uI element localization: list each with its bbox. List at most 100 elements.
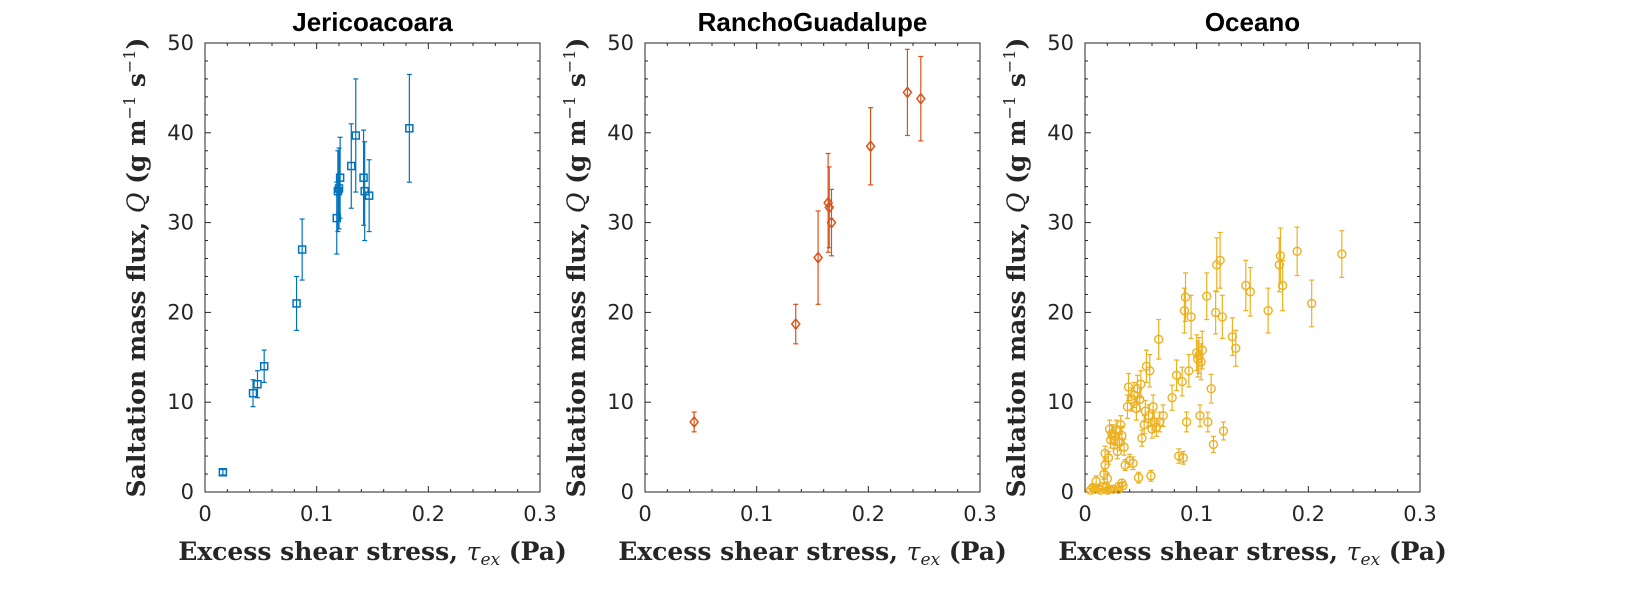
- data-point: [1181, 411, 1192, 433]
- data-point: [218, 467, 228, 477]
- circle-marker: [1180, 292, 1191, 302]
- data-point: [405, 73, 414, 183]
- data-point: [1263, 287, 1273, 334]
- y-axis-label: Saltation mass flux, Q (g m−1 s−1): [560, 38, 591, 498]
- square-marker: [253, 379, 262, 389]
- circle-marker: [1148, 401, 1158, 412]
- y-tick-label: 20: [1047, 300, 1074, 324]
- circle-marker: [1277, 280, 1288, 291]
- diamond-marker: [865, 140, 876, 153]
- y-tick-label: 30: [607, 211, 634, 235]
- panel-title: Jericoacoara: [292, 7, 453, 37]
- square-marker: [297, 245, 307, 254]
- circle-marker: [1196, 357, 1206, 367]
- data-point: [1177, 366, 1187, 397]
- data-point: [915, 55, 926, 142]
- data-point: [1136, 370, 1146, 399]
- y-tick-label: 50: [607, 31, 634, 55]
- circle-marker: [1184, 366, 1194, 376]
- diamond-marker: [826, 216, 837, 229]
- circle-marker: [1231, 343, 1241, 354]
- panel-title: Oceano: [1205, 7, 1300, 37]
- circle-marker: [1128, 458, 1138, 468]
- circle-marker: [1104, 484, 1115, 495]
- data-point: [1178, 450, 1188, 465]
- y-tick-label: 50: [1047, 31, 1074, 55]
- data-point: [1215, 231, 1225, 289]
- data-point: [1180, 272, 1191, 322]
- data-point: [359, 129, 368, 226]
- square-marker: [334, 184, 344, 193]
- data-point: [790, 303, 801, 345]
- square-marker: [347, 161, 356, 171]
- circle-marker: [1133, 472, 1144, 483]
- x-tick-label: 0: [1078, 502, 1091, 526]
- circle-marker: [1145, 366, 1155, 376]
- diamond-marker: [689, 415, 700, 429]
- data-point: [1206, 373, 1216, 404]
- data-point: [1153, 318, 1164, 360]
- data-point: [902, 48, 913, 137]
- circle-marker: [1210, 307, 1221, 318]
- x-tick-label: 0.2: [412, 502, 445, 526]
- x-tick-label: 0: [198, 502, 211, 526]
- x-tick-label: 0.1: [1180, 502, 1213, 526]
- plot-frame: [1084, 42, 1421, 493]
- x-tick-label: 0.3: [1403, 502, 1436, 526]
- x-tick-label: 0.3: [963, 502, 996, 526]
- square-marker: [259, 362, 269, 371]
- circle-marker: [1181, 417, 1192, 427]
- data-point: [1171, 359, 1182, 392]
- data-point: [259, 349, 269, 384]
- circle-marker: [1171, 370, 1182, 380]
- circle-marker: [1292, 246, 1302, 257]
- y-tick-label: 10: [167, 390, 194, 414]
- square-marker: [333, 186, 343, 196]
- data-point: [351, 78, 360, 193]
- square-marker: [360, 186, 369, 196]
- circle-marker: [1202, 291, 1212, 301]
- y-tick-label: 30: [1047, 211, 1074, 235]
- circle-marker: [1263, 305, 1273, 316]
- data-point: [297, 218, 307, 281]
- y-tick-label: 40: [607, 121, 634, 145]
- data-point: [1118, 481, 1128, 491]
- data-point: [1306, 279, 1317, 328]
- square-marker: [351, 131, 360, 140]
- data-point: [1218, 421, 1229, 441]
- circle-marker: [1215, 255, 1225, 266]
- data-point: [1208, 435, 1219, 454]
- x-tick-label: 0.1: [740, 502, 773, 526]
- x-tick-label: 0: [638, 502, 651, 526]
- panel-1: 0 0.1 0.2 0.3 0 10 20 30 40 50 Jericoacoara Excess …: [120, 7, 567, 570]
- circle-marker: [1119, 442, 1129, 452]
- data-point: [1217, 294, 1228, 340]
- data-point: [334, 147, 344, 230]
- circle-marker: [1118, 481, 1128, 491]
- y-tick-label: 0: [1061, 480, 1074, 504]
- plot-frame: [204, 42, 541, 493]
- data-point: [1119, 438, 1129, 456]
- circle-marker: [1206, 384, 1216, 394]
- circle-marker: [1208, 439, 1219, 450]
- circle-marker: [1306, 298, 1317, 309]
- x-tick-label: 0.2: [1292, 502, 1325, 526]
- x-axis-label: Excess shear stress, τex (Pa): [1058, 537, 1447, 570]
- data-point: [248, 379, 258, 408]
- circle-marker: [1153, 334, 1164, 345]
- circle-marker: [1167, 393, 1177, 403]
- y-tick-label: 40: [167, 121, 194, 145]
- circle-marker: [1177, 376, 1187, 387]
- diamond-marker: [823, 196, 834, 210]
- y-tick-label: 0: [181, 480, 194, 504]
- data-point: [1103, 450, 1114, 465]
- x-axis-label: Excess shear stress, τex (Pa): [618, 537, 1007, 570]
- y-tick-label: 10: [1047, 390, 1074, 414]
- y-tick-label: 30: [167, 211, 194, 235]
- circle-marker: [1337, 249, 1347, 259]
- circle-marker: [1197, 345, 1207, 355]
- diamond-marker: [902, 86, 913, 99]
- x-axis-label: Excess shear stress, τex (Pa): [178, 537, 567, 570]
- plot-frame: [644, 42, 981, 493]
